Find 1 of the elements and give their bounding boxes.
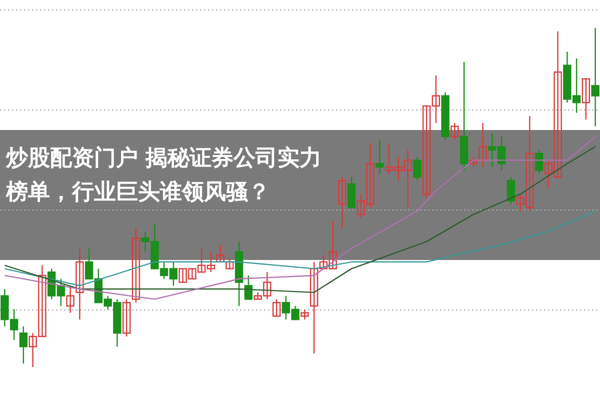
text: 炒股配资门户 揭秘证券公司实力榜单，行业巨头谁领风骚？ — [6, 144, 323, 207]
